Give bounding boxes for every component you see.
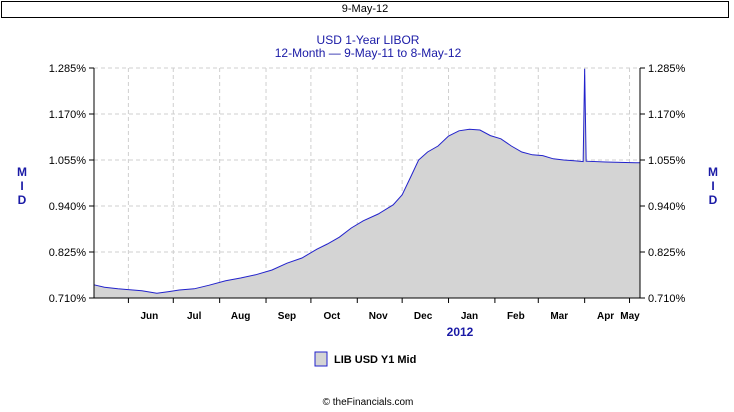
x-tick-label: Oct	[324, 311, 341, 322]
y-tick-label-right: 0.825%	[648, 247, 686, 259]
x-tick-label: Dec	[414, 311, 433, 322]
y-axis-left: 0.710% 0.825% 0.940% 1.055% 1.170% 1.285%	[49, 63, 94, 305]
y-tick-label-right: 1.285%	[648, 63, 686, 75]
y-tick-label-left: 0.710%	[49, 293, 87, 305]
chart-title: USD 1-Year LIBOR	[317, 33, 420, 47]
x-tick-label: Aug	[231, 311, 250, 322]
y-tick-label-right: 1.170%	[648, 109, 686, 121]
x-tick-label: Nov	[369, 311, 388, 322]
plot-area	[93, 68, 641, 299]
x-tick-label: Sep	[278, 311, 296, 322]
y-tick-label-left: 1.055%	[49, 155, 87, 167]
x-tick-label: May	[620, 311, 640, 322]
y-tick-label-right: 0.940%	[648, 201, 686, 213]
x-tick-label: Apr	[597, 311, 614, 322]
footer-credit: © theFinancials.com	[323, 397, 414, 408]
x-axis-label: 2012	[447, 325, 474, 339]
y-axis-right: 0.710% 0.825% 0.940% 1.055% 1.170% 1.285%	[640, 63, 686, 305]
x-tick-label: Jun	[140, 311, 158, 322]
x-tick-label: Feb	[507, 311, 525, 322]
y-tick-label-right: 1.055%	[648, 155, 686, 167]
legend-swatch	[314, 351, 328, 367]
x-tick-label: Mar	[550, 311, 568, 322]
chart-subtitle: 12-Month — 9-May-11 to 8-May-12	[275, 46, 462, 60]
y-tick-label-left: 1.285%	[49, 63, 87, 75]
date-label: 9-May-12	[341, 3, 389, 15]
legend-label: LIB USD Y1 Mid	[334, 354, 416, 366]
x-axis: Jun Jul Aug Sep Oct Nov Dec Jan Feb Mar Apr May	[127, 298, 640, 322]
x-tick-label: Jan	[461, 311, 478, 322]
y-tick-label-left: 0.940%	[49, 201, 87, 213]
y-tick-label-left: 1.170%	[49, 109, 87, 121]
x-tick-label: Jul	[187, 311, 202, 322]
y-tick-label-left: 0.825%	[49, 247, 87, 259]
y-tick-label-right: 0.710%	[648, 293, 686, 305]
date-header: 9-May-12	[1, 1, 729, 18]
series-area	[94, 68, 640, 298]
series-line	[93, 68, 641, 294]
